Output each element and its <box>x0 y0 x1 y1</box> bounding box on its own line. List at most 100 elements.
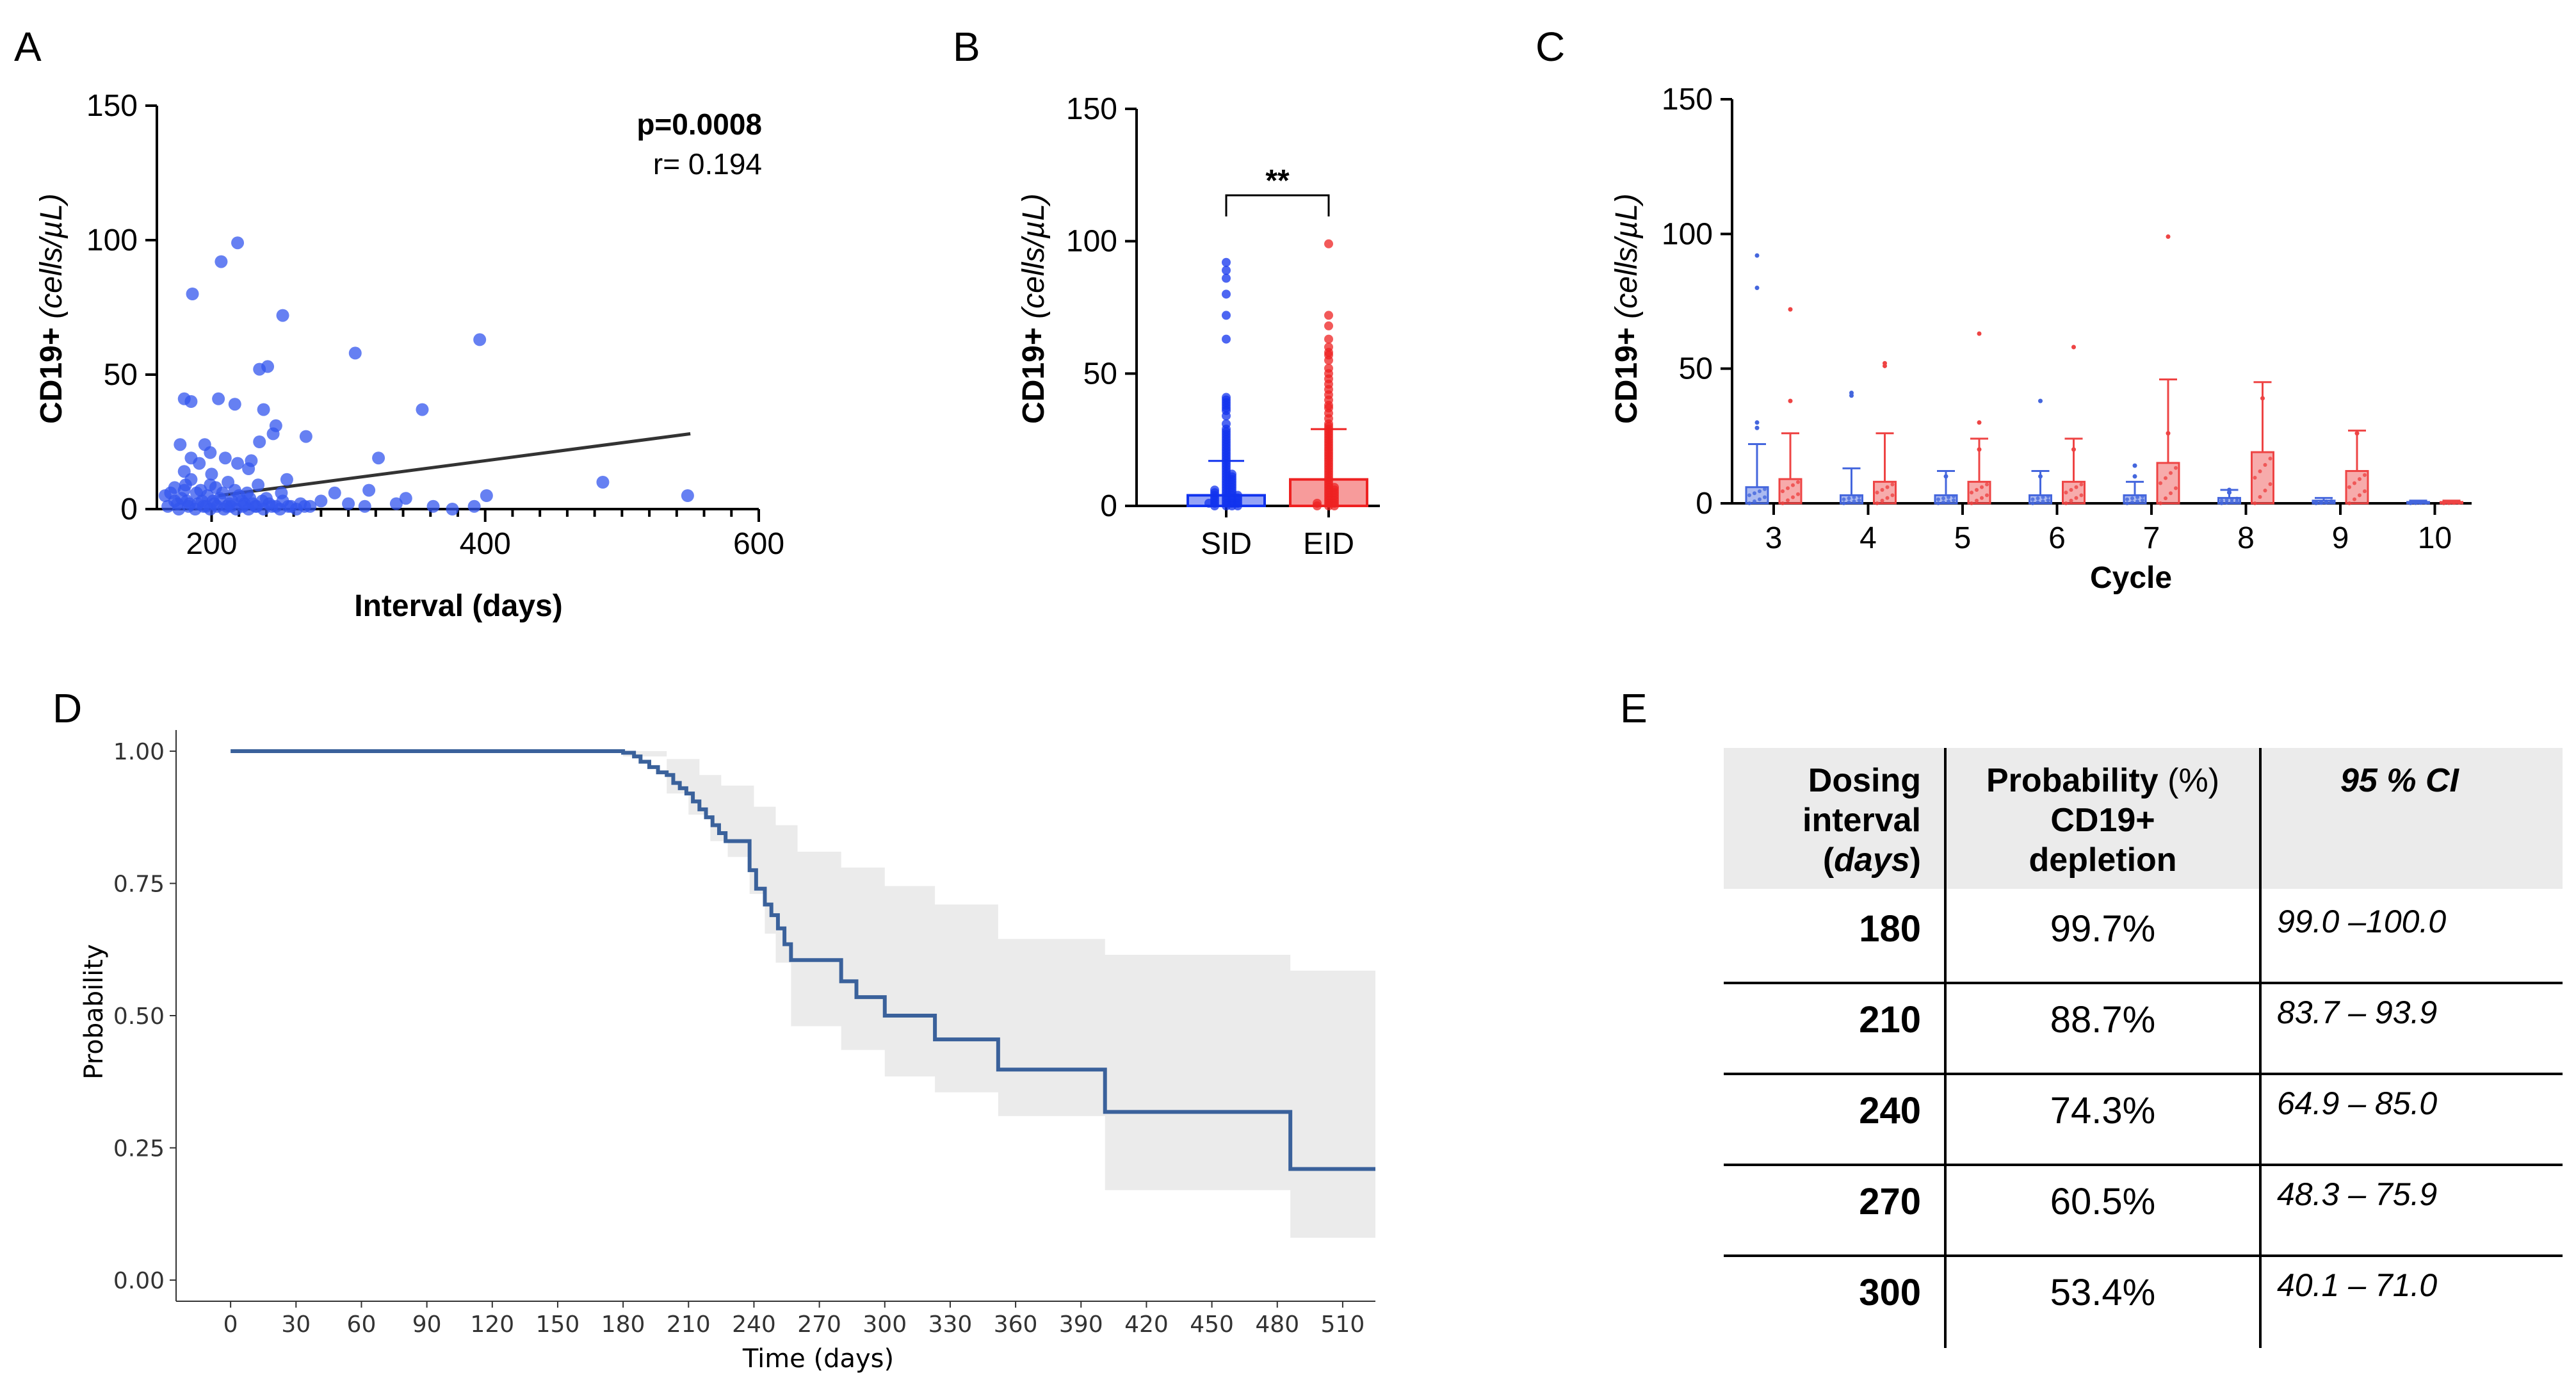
row-ci: 64.9 – 85.0 <box>2277 1085 2437 1121</box>
panel-d-y-tick-label: 0.50 <box>113 1003 165 1030</box>
panel-c-point <box>2418 500 2423 505</box>
panel-b-axes: 0 50 100 150 SID EID <box>1066 92 1380 561</box>
panel-c-outlier-point <box>1788 398 1793 403</box>
panel-c-point <box>2046 498 2050 503</box>
panel-a-axes: 0 50 100 150 200 400 600 <box>86 89 784 561</box>
panel-c-point <box>1763 495 1767 499</box>
panel-c-point <box>2268 482 2272 487</box>
header-cd19: CD19+ <box>2050 802 2155 839</box>
panel-b-points <box>1204 239 1339 510</box>
panel-e-table: E Dosing interval (days) Probability (%)… <box>1620 685 2563 1348</box>
panel-a-point <box>280 473 293 486</box>
table-row: 270 60.5% 48.3 – 75.9 <box>1859 1176 2437 1222</box>
panel-c-point <box>2030 497 2035 501</box>
panel-c-point <box>2413 500 2418 505</box>
panel-c-point <box>1975 498 1979 503</box>
panel-c-outlier-point <box>2354 431 2360 436</box>
panel-a-point <box>193 457 206 470</box>
panel-c-outlier-point <box>2038 474 2043 479</box>
panel-a-point <box>416 403 429 416</box>
panel-c-point <box>2135 499 2139 503</box>
panel-a-point <box>209 481 222 494</box>
row-ci: 83.7 – 93.9 <box>2277 994 2437 1030</box>
panel-a-point <box>372 451 385 465</box>
panel-c-point <box>2353 497 2356 501</box>
header-probability: Probability (%) <box>1986 762 2219 799</box>
panel-d-x-tick-label: 60 <box>347 1311 377 1338</box>
table-row: 210 88.7% 83.7 – 93.9 <box>1859 994 2437 1041</box>
panel-a-point <box>241 486 254 499</box>
panel-c-outlier-point <box>1754 425 1760 430</box>
panel-d-y-label: Probability <box>79 944 109 1079</box>
panel-a-point <box>299 430 312 443</box>
panel-a-point <box>467 499 481 513</box>
panel-a-point <box>257 403 270 416</box>
row-probability: 99.7% <box>2050 908 2155 950</box>
panel-b-point <box>1233 501 1242 510</box>
panel-b-x-tick-label: SID <box>1201 527 1252 561</box>
panel-b-point <box>1324 321 1333 330</box>
panel-c-point <box>2219 501 2224 505</box>
panel-c-outlier-point <box>1754 253 1760 258</box>
panel-letter-a: A <box>14 24 42 70</box>
panel-d-survival-curve <box>231 749 1375 1171</box>
panel-c-point <box>2036 496 2040 501</box>
panel-c-outlier-point <box>2038 398 2043 403</box>
panel-d-y-tick-label: 1.00 <box>113 739 165 765</box>
panel-a-point <box>179 478 192 492</box>
panel-c-point <box>1936 497 1940 501</box>
panel-b-bracket <box>1225 194 1330 216</box>
panel-a-point <box>231 236 245 250</box>
panel-c-point <box>2169 491 2173 496</box>
panel-c-point <box>2135 495 2139 499</box>
panel-c-point <box>1985 482 1989 487</box>
panel-c-point <box>1952 494 1956 498</box>
panel-d: D 0.00 0.25 0.50 0.75 1.00 0 30 60 90 120 150 180 21… <box>53 685 1375 1374</box>
panel-c-point <box>1796 492 1800 496</box>
panel-c-point <box>1847 500 1851 505</box>
panel-a-point <box>473 333 487 346</box>
panel-c-outlier-point <box>1977 331 1982 336</box>
panel-b-point <box>1222 311 1231 320</box>
header-days: (days) <box>1823 841 1921 879</box>
panel-a-point <box>328 486 341 499</box>
panel-c-y-tick-label: 150 <box>1662 83 1713 117</box>
panel-c-bar <box>2440 501 2463 505</box>
panel-b-significance-bracket: ** <box>1225 164 1330 216</box>
row-ci: 48.3 – 75.9 <box>2277 1176 2437 1212</box>
panel-a-point <box>266 427 280 441</box>
panel-c-point <box>2424 500 2428 505</box>
panel-c-point <box>2064 501 2068 505</box>
panel-d-x-tick-label: 90 <box>412 1311 442 1338</box>
panel-letter-c: C <box>1535 24 1565 70</box>
panel-c-point <box>1758 489 1762 494</box>
panel-a-x-tick-label: 600 <box>733 527 784 561</box>
panel-d-x-tick-label: 30 <box>281 1311 311 1338</box>
panel-d-y-tick-label: 0.75 <box>113 872 165 898</box>
panel-a-point <box>204 446 217 459</box>
panel-c-point <box>1941 500 1945 505</box>
panel-c-point <box>2164 496 2167 501</box>
panel-c-point <box>1786 486 1790 491</box>
panel-c-outlier-point <box>1754 420 1760 425</box>
panel-a-point <box>446 503 459 515</box>
panel-c-x-label: Cycle <box>2090 561 2172 595</box>
panel-c-point <box>1875 491 1879 495</box>
panel-c-point <box>2074 496 2078 500</box>
panel-c-point <box>2224 500 2229 505</box>
panel-a-point <box>186 288 199 300</box>
panel-d-x-tick-label: 450 <box>1190 1311 1234 1338</box>
row-probability: 88.7% <box>2050 999 2155 1041</box>
panel-d-x-tick-label: 240 <box>732 1311 776 1338</box>
panel-a-point <box>205 467 218 481</box>
panel-c-outlier-point <box>2166 234 2171 239</box>
panel-d-x-tick-label: 510 <box>1321 1311 1365 1338</box>
panel-d-y-tick-label: 0.25 <box>113 1135 165 1162</box>
panel-c-point <box>1985 493 1989 498</box>
panel-c-point <box>1890 493 1895 498</box>
table-header-background <box>1724 748 2563 889</box>
panel-c-point <box>1857 494 1861 498</box>
panel-b-point <box>1222 334 1231 344</box>
panel-c-point <box>2263 489 2267 493</box>
